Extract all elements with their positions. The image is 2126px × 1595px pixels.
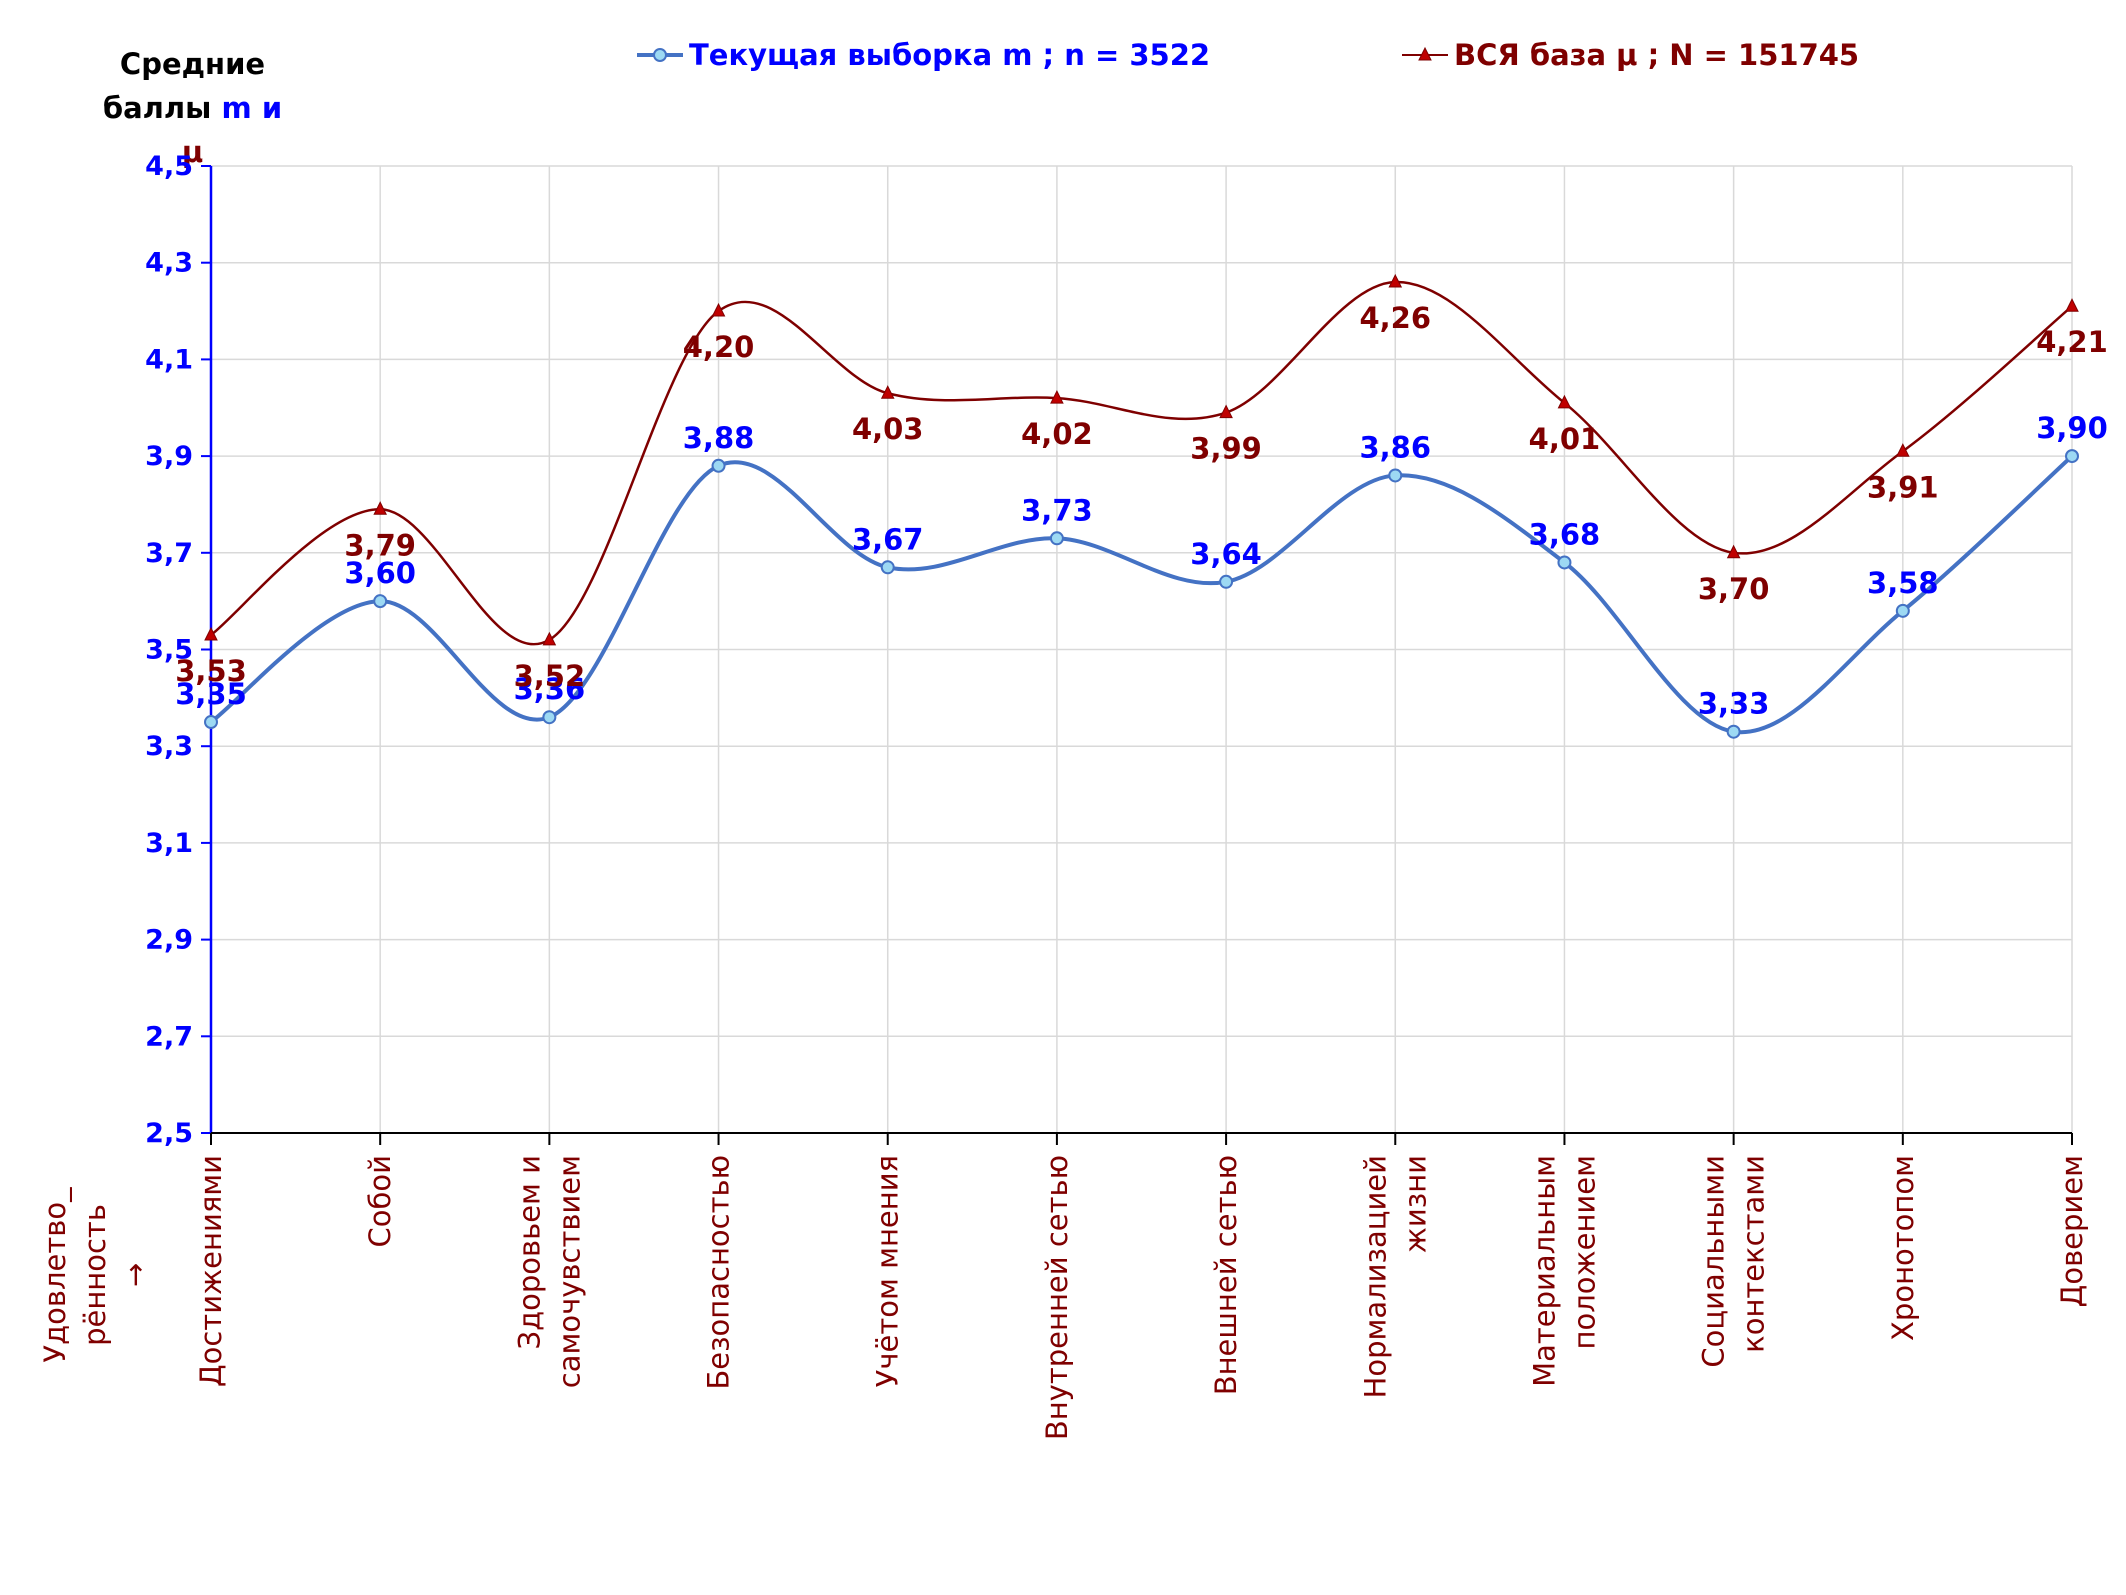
data-point: [373, 501, 387, 515]
data-point: [880, 385, 895, 399]
data-label: 3,70: [1698, 572, 1770, 606]
legend-item-whole-base: ВСЯ база μ ; N = 151745: [1400, 38, 1859, 72]
x-tick-label: Доверием: [2055, 1155, 2089, 1307]
y-axis-title-and: и: [261, 91, 283, 125]
data-label: 3,73: [1021, 493, 1093, 527]
data-point: [542, 631, 557, 646]
data-label: 3,88: [683, 421, 755, 455]
y-tick-label: 4,5: [145, 151, 193, 182]
data-label: 3,52: [514, 659, 586, 693]
data-point: [711, 302, 726, 317]
data-point: [1896, 443, 1910, 457]
x-tick-label: Внешней сетью: [1209, 1155, 1243, 1395]
x-tick-label: Безопасностью: [702, 1155, 736, 1390]
data-point: [1219, 404, 1233, 419]
y-tick-label: 2,9: [145, 925, 193, 956]
data-label: 3,79: [344, 528, 416, 562]
data-point: [1049, 531, 1064, 546]
y-axis-title: Средние баллы m и μ: [100, 42, 285, 174]
data-point: [1895, 603, 1910, 618]
y-tick-label: 4,3: [145, 248, 193, 279]
series-line-whole-base: [210, 280, 2073, 646]
data-label: 3,90: [2036, 411, 2108, 445]
data-label: 3,68: [1529, 517, 1601, 551]
data-point: [1726, 544, 1741, 559]
data-point: [1557, 394, 1572, 409]
data-label: 3,60: [344, 556, 416, 590]
x-tick-label: Материальным положением: [1527, 1155, 1601, 1387]
legend-item-current-sample: Текущая выборка m ; n = 3522: [635, 38, 1210, 72]
x-tick-label: Учётом мнения: [871, 1155, 905, 1387]
data-label: 3,36: [514, 672, 586, 706]
y-tick-label: 3,9: [145, 441, 193, 472]
series-line-current-sample: [209, 454, 2074, 735]
data-label: 3,33: [1698, 687, 1770, 721]
legend-marker-triangle: [1402, 46, 1448, 61]
x-tick-label: Внутренней сетью: [1040, 1155, 1074, 1440]
x-tick-label: Нормализацией жизни: [1358, 1155, 1432, 1398]
x-tick-label: Достижениями: [194, 1155, 228, 1387]
y-tick-label: 3,1: [145, 828, 193, 859]
legend-label-current-sample: Текущая выборка m ; n = 3522: [689, 38, 1211, 72]
y-tick-label: 3,5: [145, 635, 193, 666]
y-tick-label: 3,7: [145, 538, 193, 569]
data-label: 3,99: [1190, 432, 1262, 466]
x-tick-label: Хронотопом: [1886, 1155, 1920, 1341]
y-axis-title-sym1: m: [221, 91, 252, 125]
data-point: [542, 710, 557, 725]
data-label: 4,21: [2036, 325, 2108, 359]
data-point: [204, 715, 218, 730]
y-tick-label: 2,7: [145, 1021, 193, 1052]
data-label: 3,86: [1359, 430, 1431, 464]
data-point: [1050, 389, 1064, 404]
data-label: 3,64: [1190, 537, 1262, 571]
data-label: 4,03: [852, 412, 924, 446]
data-point: [1388, 273, 1403, 288]
data-point: [711, 458, 726, 473]
data-point: [204, 626, 218, 641]
x-tick-label: Социальными контекстами: [1697, 1155, 1771, 1368]
data-point: [2065, 449, 2079, 464]
y-tick-label: 4,1: [145, 344, 193, 375]
data-label: 3,91: [1867, 470, 1939, 504]
data-point: [1388, 468, 1403, 483]
x-tick-label: Здоровьем и самочувствием: [512, 1155, 586, 1388]
y-axis-title-line2: баллы m и μ: [100, 86, 285, 174]
data-label: 3,53: [175, 654, 247, 688]
data-point: [880, 560, 895, 575]
data-point: [1219, 574, 1234, 589]
data-label: 3,67: [852, 522, 924, 556]
data-point: [373, 594, 388, 609]
data-point: [1726, 724, 1741, 739]
data-label: 4,26: [1359, 301, 1431, 335]
y-tick-label: 2,5: [145, 1118, 193, 1149]
legend-label-whole-base: ВСЯ база μ ; N = 151745: [1454, 38, 1860, 72]
data-point: [2065, 298, 2079, 312]
x-tick-label: Собой: [363, 1155, 397, 1247]
y-tick-label: 3,3: [145, 731, 193, 762]
data-label: 4,01: [1529, 422, 1601, 456]
data-label: 3,58: [1867, 566, 1939, 600]
y-axis-title-sym2: μ: [181, 135, 204, 169]
data-point: [1557, 555, 1572, 570]
legend-marker-circle: [637, 48, 683, 62]
data-label: 4,02: [1021, 417, 1093, 451]
y-axis-title-line1: Средние: [119, 47, 266, 81]
data-label: 4,20: [683, 330, 755, 364]
y-axis-title-prefix: баллы: [102, 91, 212, 125]
data-label: 3,35: [175, 677, 247, 711]
